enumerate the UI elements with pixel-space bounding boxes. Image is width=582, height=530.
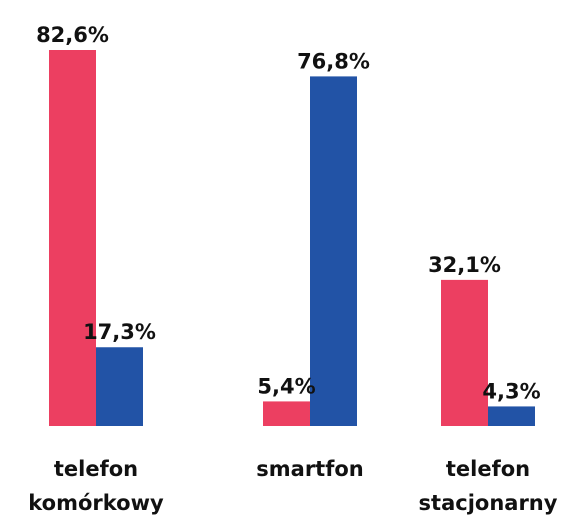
value-label-series1-cat3: 32,1%: [428, 253, 501, 277]
category-label-1-line-1: telefon: [54, 457, 138, 481]
category-label-1: telefon komórkowy: [28, 457, 164, 515]
category-label-2-line-1: smartfon: [256, 457, 363, 481]
value-label-series2-cat3: 4,3%: [482, 379, 540, 403]
category-labels-layer: telefon komórkowy smartfon telefon stacjonar…: [28, 457, 557, 515]
bar-series1-cat3: [441, 279, 488, 426]
category-label-3-line-1: telefon: [446, 457, 530, 481]
value-labels-layer: 82,6% 5,4% 32,1% 17,3% 76,8% 4,3%: [36, 23, 541, 403]
bar-series2-cat2: [310, 76, 357, 426]
value-label-series1-cat2: 5,4%: [257, 374, 315, 398]
bars-layer: [49, 50, 535, 426]
bar-series1-cat1: [49, 50, 96, 426]
category-label-3: telefon stacjonarny: [419, 457, 558, 515]
bar-series2-cat3: [488, 406, 535, 426]
category-label-3-line-2: stacjonarny: [419, 491, 558, 515]
category-label-1-line-2: komórkowy: [28, 491, 164, 515]
value-label-series2-cat2: 76,8%: [297, 49, 370, 73]
bar-series1-cat2: [263, 401, 310, 426]
bar-series2-cat1: [96, 347, 143, 426]
value-label-series1-cat1: 82,6%: [36, 23, 109, 47]
value-label-series2-cat1: 17,3%: [83, 320, 156, 344]
category-label-2: smartfon: [256, 457, 363, 481]
